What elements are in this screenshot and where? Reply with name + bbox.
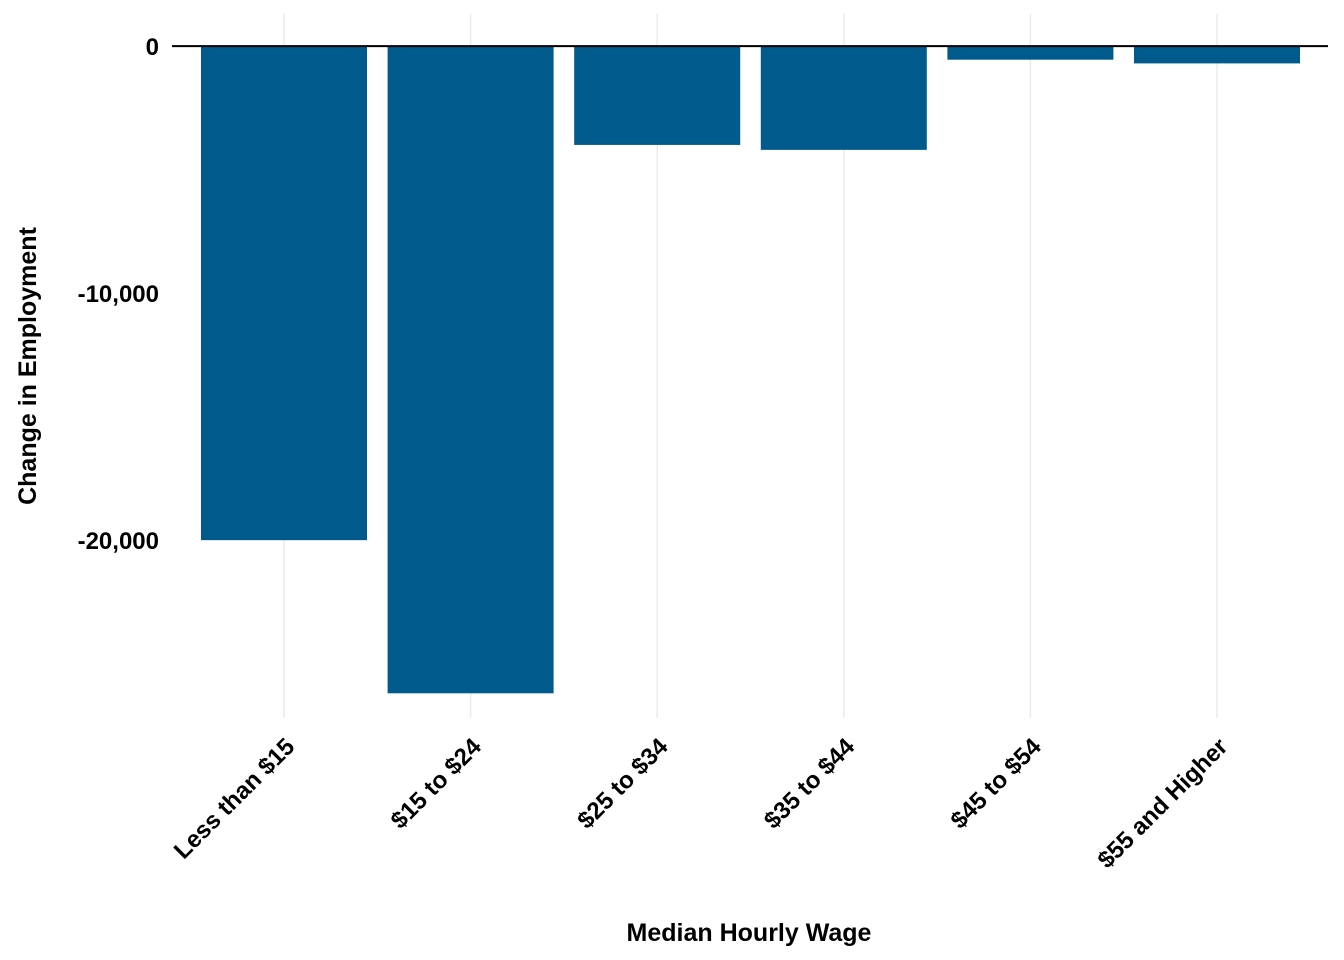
bar bbox=[947, 46, 1114, 60]
bar bbox=[760, 46, 927, 150]
y-axis-tick-labels: 0 -10,000 -20,000 bbox=[78, 34, 159, 555]
x-axis-tick-labels: Less than $15 $15 to $24 $25 to $34 $35 to … bbox=[169, 733, 1233, 874]
bar bbox=[1134, 46, 1300, 64]
bar bbox=[574, 46, 741, 145]
x-tick-label: $35 to $44 bbox=[759, 733, 861, 835]
x-tick-label: $25 to $34 bbox=[572, 733, 674, 835]
x-tick-label: $45 to $54 bbox=[945, 733, 1047, 835]
bar-layer bbox=[201, 46, 1300, 694]
y-tick-label: -10,000 bbox=[78, 281, 159, 308]
x-tick-label: $15 to $24 bbox=[386, 733, 488, 835]
x-tick-label: $55 and Higher bbox=[1092, 733, 1233, 874]
y-tick-label: 0 bbox=[146, 34, 159, 61]
x-axis-title: Median Hourly Wage bbox=[627, 919, 872, 947]
bar bbox=[387, 46, 554, 694]
x-tick-label: Less than $15 bbox=[169, 733, 300, 864]
y-tick-label: -20,000 bbox=[78, 528, 159, 555]
bar bbox=[201, 46, 367, 541]
y-axis-title: Change in Employment bbox=[14, 226, 42, 504]
